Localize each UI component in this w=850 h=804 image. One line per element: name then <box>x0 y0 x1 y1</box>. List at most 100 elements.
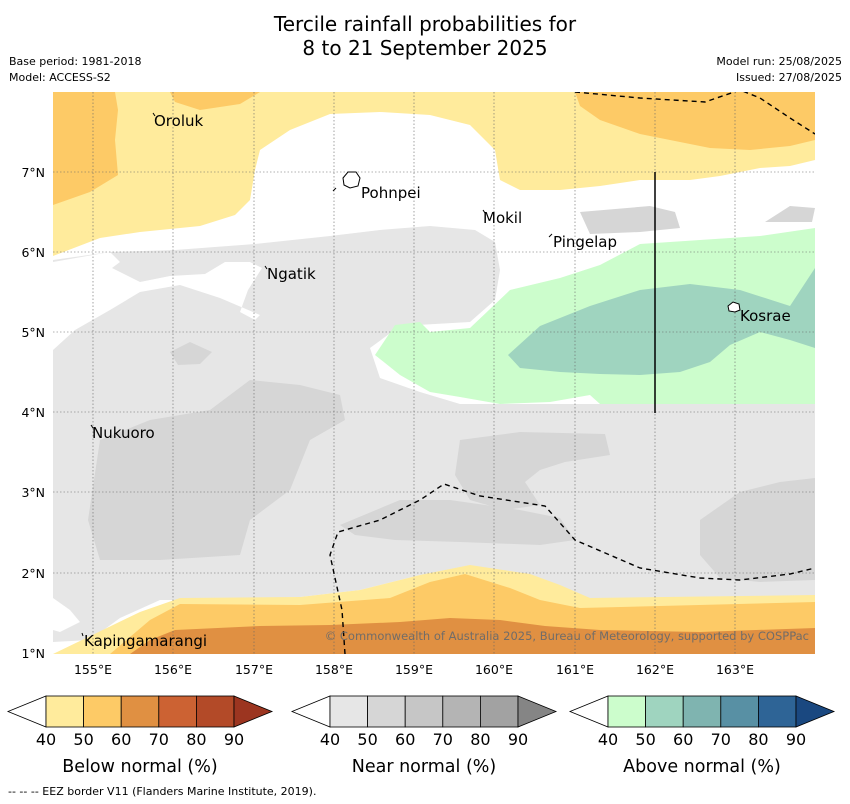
eez-footnote: -- -- -- EEZ border V11 (Flanders Marine… <box>8 785 317 798</box>
below-legend-tick-label: 80 <box>186 730 206 749</box>
place-label-nukuoro: Nukuoro <box>92 424 155 442</box>
lon-label-163e: 163°E <box>716 662 754 677</box>
below-legend-swatch <box>83 695 122 728</box>
legend-below-normal: 40 50 60 70 80 90 Below normal (%) <box>6 695 274 777</box>
above-legend-swatch <box>682 695 722 728</box>
place-markers <box>81 112 553 637</box>
near-legend-right-arrow <box>517 695 558 728</box>
near-legend-title: Near normal (%) <box>352 757 497 777</box>
model-run: Model run: 25/08/2025 <box>716 55 842 68</box>
near-legend-swatch <box>404 695 444 728</box>
meta-left: Base period: 1981-2018 Model: ACCESS-S2 <box>9 54 141 86</box>
near-normal-60-patch-east <box>700 478 815 582</box>
above-legend-tick-label: 50 <box>635 730 655 749</box>
lon-label-161e: 161°E <box>556 662 594 677</box>
above-legend-swatch <box>758 695 797 728</box>
model-name: Model: ACCESS-S2 <box>9 71 111 84</box>
lon-label-157e: 157°E <box>235 662 273 677</box>
place-label-pingelap: Pingelap <box>553 233 617 251</box>
lat-label-7n: 7°N <box>21 165 45 180</box>
below-legend-right-arrow <box>233 695 274 728</box>
near-legend-tick-label: 80 <box>470 730 490 749</box>
below-legend-tick-label: 60 <box>111 730 131 749</box>
below-legend-left-arrow <box>6 695 47 728</box>
below-normal-north-50-region <box>53 92 815 256</box>
below-legend-swatch <box>195 695 235 728</box>
base-period: Base period: 1981-2018 <box>9 55 142 68</box>
near-legend-tick-label: 60 <box>395 730 415 749</box>
legend-above-normal: 40 50 60 70 80 90 Above normal (%) <box>568 695 836 777</box>
title-line-2: 8 to 21 September 2025 <box>302 36 548 60</box>
neutral-gap-south <box>53 598 80 632</box>
neutral-gap-west <box>53 252 262 350</box>
place-label-oroluk: Oroluk <box>154 112 203 130</box>
above-normal-60-region <box>508 268 815 375</box>
below-normal-north-60-patch-ne <box>575 92 815 150</box>
near-normal-60-patch-small <box>170 342 212 365</box>
below-legend-swatch <box>158 695 197 728</box>
lon-label-162e: 162°E <box>636 662 674 677</box>
above-legend-tick-label: 80 <box>748 730 768 749</box>
above-legend-tick-label: 90 <box>786 730 806 749</box>
below-legend-tick-label: 90 <box>224 730 244 749</box>
near-legend-swatch <box>442 695 481 728</box>
above-legend-swatch <box>645 695 684 728</box>
lat-label-1n: 1°N <box>21 646 45 661</box>
meta-right: Model run: 25/08/2025 Issued: 27/08/2025 <box>716 54 842 86</box>
lon-label-155e: 155°E <box>74 662 112 677</box>
title-line-1: Tercile rainfall probabilities for <box>273 12 577 36</box>
legend-near-normal: 40 50 60 70 80 90 Near normal (%) <box>290 695 558 777</box>
lat-label-3n: 3°N <box>21 485 45 500</box>
below-legend-tick-label: 40 <box>36 730 56 749</box>
below-legend-title: Below normal (%) <box>62 757 217 777</box>
latitude-labels: 7°N 6°N 5°N 4°N 3°N 2°N 1°N <box>21 165 45 661</box>
above-legend-left-arrow <box>568 695 609 728</box>
above-legend-swatch <box>607 695 646 728</box>
longitude-labels: 155°E 156°E 157°E 158°E 159°E 160°E 161°… <box>74 662 754 677</box>
near-legend-tick-label: 70 <box>433 730 453 749</box>
below-legend-tick-label: 50 <box>73 730 93 749</box>
above-legend-tick-label: 70 <box>711 730 731 749</box>
below-legend-swatch <box>120 695 160 728</box>
below-legend-tick-label: 70 <box>149 730 169 749</box>
lon-label-159e: 159°E <box>395 662 433 677</box>
near-legend-swatch <box>329 695 368 728</box>
place-label-mokil: Mokil <box>483 209 522 227</box>
eez-border <box>329 92 815 654</box>
above-legend-tick-label: 60 <box>673 730 693 749</box>
lat-label-5n: 5°N <box>21 325 45 340</box>
near-normal-60-patch-ne2 <box>765 206 815 222</box>
near-normal-60-region <box>88 380 345 560</box>
above-legend-title: Above normal (%) <box>623 757 781 777</box>
lon-label-158e: 158°E <box>315 662 353 677</box>
below-normal-north-60-patch-nw <box>170 92 260 110</box>
kosrae-island-icon <box>727 301 741 313</box>
near-normal-60-patch-center <box>455 432 610 510</box>
near-legend-swatch <box>367 695 406 728</box>
below-normal-south-70-region <box>130 618 815 654</box>
above-legend-swatch <box>720 695 759 728</box>
pohnpei-reef-mark <box>332 187 337 192</box>
lon-label-160e: 160°E <box>475 662 513 677</box>
map-title: Tercile rainfall probabilities for 8 to … <box>0 12 850 60</box>
place-label-kosrae: Kosrae <box>740 307 791 325</box>
issued-date: Issued: 27/08/2025 <box>735 71 842 84</box>
place-label-pohnpei: Pohnpei <box>361 184 421 202</box>
lon-label-156e: 156°E <box>154 662 192 677</box>
place-label-kapingamarangi: Kapingamarangi <box>84 632 207 650</box>
lat-label-4n: 4°N <box>21 405 45 420</box>
near-legend-tick-label: 90 <box>508 730 528 749</box>
map-canvas: Oroluk Pohnpei Mokil Pingelap Ngatik Kos… <box>53 92 815 654</box>
above-legend-right-arrow <box>795 695 836 728</box>
near-legend-tick-label: 40 <box>320 730 340 749</box>
near-legend-tick-label: 50 <box>357 730 377 749</box>
place-label-ngatik: Ngatik <box>267 265 316 283</box>
below-legend-swatch <box>45 695 84 728</box>
below-normal-north-60-patch-west <box>53 92 118 205</box>
pohnpei-island-icon <box>342 171 361 189</box>
near-legend-left-arrow <box>290 695 331 728</box>
above-legend-tick-label: 40 <box>598 730 618 749</box>
lat-label-2n: 2°N <box>21 566 45 581</box>
lat-label-6n: 6°N <box>21 245 45 260</box>
